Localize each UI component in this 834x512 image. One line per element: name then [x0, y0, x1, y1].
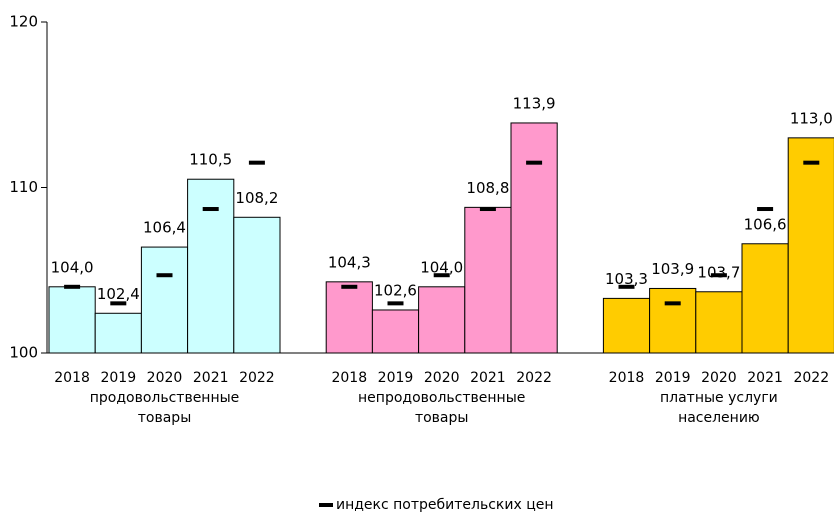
- value-label: 104,3: [328, 253, 371, 271]
- bar: [510, 122, 558, 354]
- cpi-marker: [664, 301, 681, 306]
- value-label: 106,6: [744, 215, 787, 233]
- cpi-marker: [803, 160, 820, 165]
- cpi-marker: [710, 273, 727, 278]
- bar: [187, 178, 235, 354]
- value-label: 103,9: [651, 260, 694, 278]
- bar: [602, 297, 651, 354]
- bar: [418, 286, 466, 354]
- cpi-marker: [433, 273, 450, 278]
- cpi-marker: [526, 160, 543, 165]
- y-tick-label: 120: [9, 13, 38, 31]
- y-tick-label: 100: [9, 344, 38, 362]
- legend-label: индекс потребительских цен: [336, 497, 554, 512]
- bar: [140, 246, 189, 354]
- x-tick-label: 2020: [701, 370, 737, 386]
- value-label: 113,0: [790, 109, 833, 127]
- x-tick-label: 2019: [100, 370, 136, 386]
- value-label: 102,4: [97, 285, 140, 303]
- bar: [787, 137, 834, 354]
- bar: [464, 206, 512, 354]
- x-tick-label: 2021: [193, 370, 229, 386]
- value-label: 113,9: [513, 94, 556, 112]
- cpi-marker: [110, 301, 127, 306]
- x-tick-label: 2019: [655, 370, 691, 386]
- group-label: населению: [678, 410, 760, 426]
- cpi-marker: [387, 301, 404, 306]
- bar: [48, 286, 96, 354]
- bar: [94, 312, 142, 354]
- value-label: 104,0: [51, 258, 94, 276]
- group-label: непродовольственные: [358, 390, 525, 406]
- x-tick-label: 2020: [147, 370, 183, 386]
- x-tick-label: 2022: [793, 370, 829, 386]
- x-tick-label: 2021: [747, 370, 783, 386]
- group-label: товары: [138, 410, 192, 426]
- bar: [649, 287, 697, 354]
- cpi-marker: [156, 273, 173, 278]
- x-tick-label: 2021: [470, 370, 506, 386]
- value-label: 103,7: [697, 263, 740, 281]
- group-label: продовольственные: [90, 390, 240, 406]
- cpi-marker: [64, 284, 81, 289]
- x-tick-label: 2019: [378, 370, 414, 386]
- x-tick-label: 2018: [331, 370, 367, 386]
- legend-marker: [319, 503, 333, 507]
- cpi-marker: [618, 284, 635, 289]
- value-label: 102,6: [374, 281, 417, 299]
- value-label: 106,4: [143, 219, 186, 237]
- bar: [371, 309, 420, 354]
- cpi-marker: [202, 207, 219, 212]
- value-label: 108,8: [466, 179, 509, 197]
- cpi-marker: [757, 207, 774, 212]
- cpi-marker: [248, 160, 265, 165]
- x-tick-label: 2022: [516, 370, 552, 386]
- group-label: товары: [415, 410, 469, 426]
- bar: [233, 216, 281, 354]
- group-label: платные услуги: [660, 390, 778, 406]
- y-tick-label: 110: [9, 178, 38, 196]
- cpi-marker: [479, 207, 496, 212]
- cpi-marker: [341, 284, 358, 289]
- value-label: 104,0: [420, 258, 463, 276]
- bar: [695, 291, 743, 354]
- x-tick-label: 2018: [609, 370, 645, 386]
- value-label: 108,2: [235, 189, 278, 207]
- x-tick-label: 2022: [239, 370, 275, 386]
- value-label: 110,5: [189, 151, 232, 169]
- value-label: 103,3: [605, 270, 648, 288]
- x-tick-label: 2018: [54, 370, 90, 386]
- x-tick-label: 2020: [424, 370, 460, 386]
- bar: [325, 281, 373, 354]
- bar: [741, 243, 789, 354]
